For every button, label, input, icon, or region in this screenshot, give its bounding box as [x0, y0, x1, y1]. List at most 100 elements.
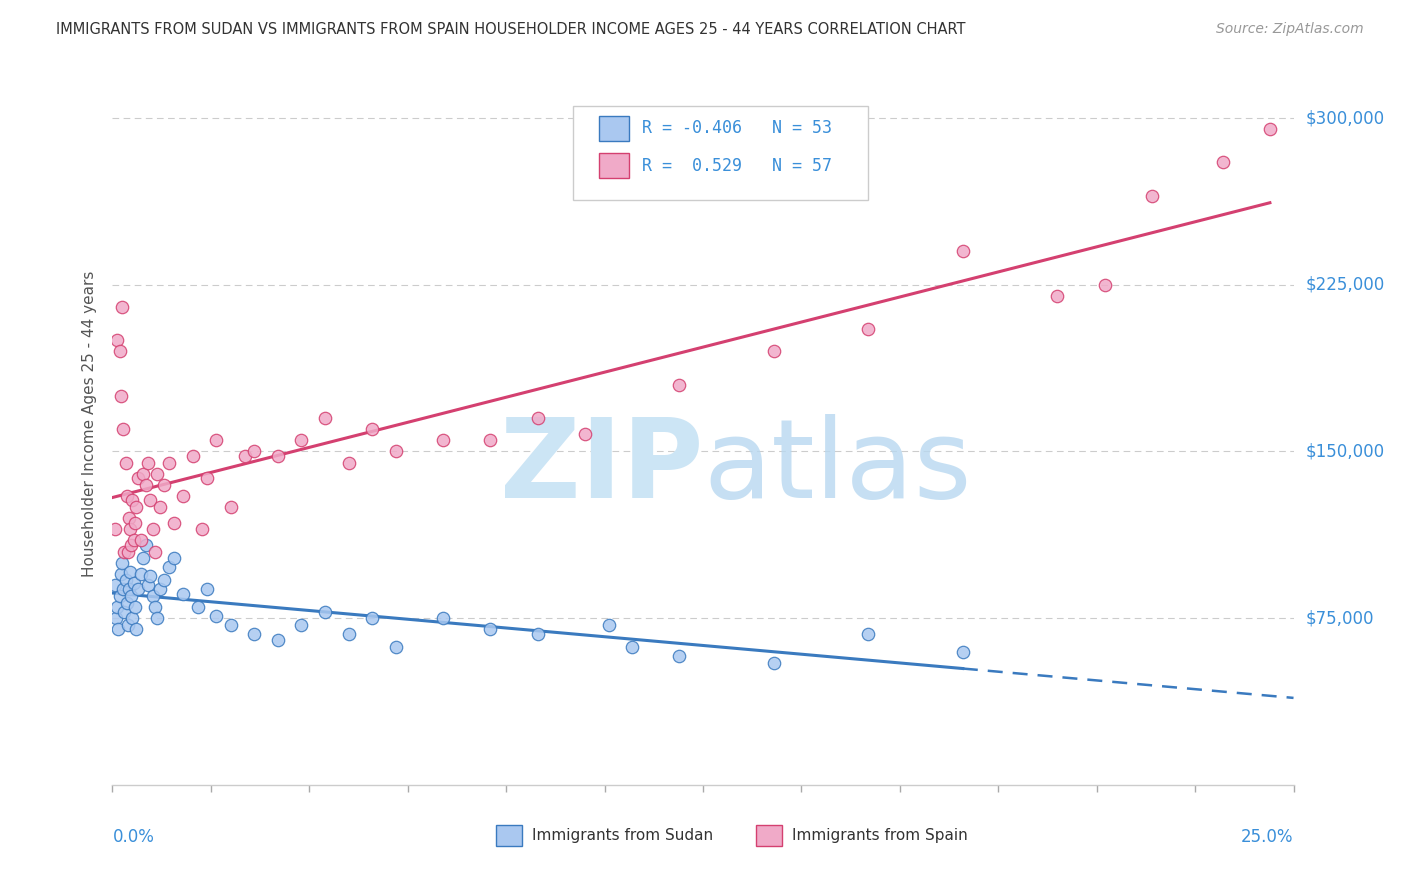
- Point: [267, 449, 290, 463]
- Point: [142, 522, 165, 536]
- Point: [1140, 189, 1163, 203]
- Text: $300,000: $300,000: [1305, 109, 1385, 127]
- Point: [205, 609, 228, 624]
- Point: [621, 640, 644, 654]
- Point: [361, 422, 384, 436]
- Point: [146, 611, 169, 625]
- Point: [104, 578, 127, 592]
- Point: [108, 589, 131, 603]
- Point: [163, 551, 186, 566]
- Point: [114, 456, 136, 470]
- Point: [762, 344, 785, 359]
- Point: [135, 538, 157, 552]
- Point: [233, 449, 256, 463]
- Point: [243, 444, 266, 458]
- Point: [105, 334, 128, 348]
- Point: [124, 600, 146, 615]
- Point: [111, 300, 134, 314]
- FancyBboxPatch shape: [599, 116, 628, 141]
- Point: [526, 411, 548, 425]
- Point: [219, 500, 242, 514]
- Point: [361, 611, 384, 625]
- FancyBboxPatch shape: [574, 106, 869, 200]
- Point: [172, 489, 194, 503]
- Point: [125, 623, 148, 637]
- Point: [337, 627, 360, 641]
- Point: [157, 456, 180, 470]
- Point: [290, 434, 312, 448]
- Point: [143, 600, 166, 615]
- Point: [142, 589, 165, 603]
- Text: Immigrants from Sudan: Immigrants from Sudan: [531, 828, 713, 843]
- Point: [668, 377, 690, 392]
- Point: [135, 478, 157, 492]
- Point: [574, 426, 596, 441]
- Point: [952, 244, 974, 259]
- Point: [127, 471, 149, 485]
- Point: [118, 511, 141, 525]
- Point: [153, 574, 176, 588]
- Point: [117, 618, 139, 632]
- Point: [105, 600, 128, 615]
- Text: R = -0.406   N = 53: R = -0.406 N = 53: [641, 120, 831, 137]
- Text: 25.0%: 25.0%: [1241, 829, 1294, 847]
- Text: ZIP: ZIP: [499, 414, 703, 521]
- Point: [125, 500, 148, 514]
- Point: [762, 656, 785, 670]
- Point: [111, 422, 134, 436]
- Point: [195, 582, 218, 597]
- Point: [290, 618, 312, 632]
- Point: [267, 633, 290, 648]
- Point: [108, 344, 131, 359]
- Point: [115, 596, 138, 610]
- FancyBboxPatch shape: [599, 153, 628, 178]
- Point: [121, 611, 143, 625]
- Point: [191, 522, 214, 536]
- Point: [668, 648, 690, 663]
- Point: [243, 627, 266, 641]
- Point: [118, 582, 141, 597]
- Point: [479, 623, 502, 637]
- Point: [385, 444, 408, 458]
- Point: [117, 544, 139, 558]
- Y-axis label: Householder Income Ages 25 - 44 years: Householder Income Ages 25 - 44 years: [82, 270, 97, 577]
- Text: $75,000: $75,000: [1305, 609, 1374, 627]
- Point: [1046, 289, 1069, 303]
- Point: [1258, 122, 1281, 136]
- Point: [112, 544, 135, 558]
- Point: [143, 544, 166, 558]
- Point: [122, 533, 145, 548]
- Point: [115, 489, 138, 503]
- Text: $225,000: $225,000: [1305, 276, 1385, 293]
- Point: [1094, 277, 1116, 292]
- Point: [195, 471, 218, 485]
- Point: [136, 578, 159, 592]
- Point: [120, 522, 142, 536]
- Point: [129, 533, 152, 548]
- FancyBboxPatch shape: [496, 825, 522, 847]
- Point: [952, 644, 974, 658]
- Point: [337, 456, 360, 470]
- Point: [432, 434, 454, 448]
- Point: [110, 389, 132, 403]
- Point: [314, 605, 336, 619]
- Text: Immigrants from Spain: Immigrants from Spain: [792, 828, 967, 843]
- Point: [1212, 155, 1234, 169]
- Point: [107, 623, 129, 637]
- Point: [219, 618, 242, 632]
- Point: [172, 587, 194, 601]
- Point: [104, 522, 127, 536]
- Point: [136, 456, 159, 470]
- Point: [124, 516, 146, 530]
- Point: [129, 566, 152, 581]
- Point: [112, 605, 135, 619]
- Point: [149, 500, 172, 514]
- Point: [432, 611, 454, 625]
- Point: [205, 434, 228, 448]
- FancyBboxPatch shape: [756, 825, 782, 847]
- Point: [186, 600, 208, 615]
- Text: atlas: atlas: [703, 414, 972, 521]
- Point: [132, 467, 155, 481]
- Text: R =  0.529   N = 57: R = 0.529 N = 57: [641, 156, 831, 175]
- Point: [121, 493, 143, 508]
